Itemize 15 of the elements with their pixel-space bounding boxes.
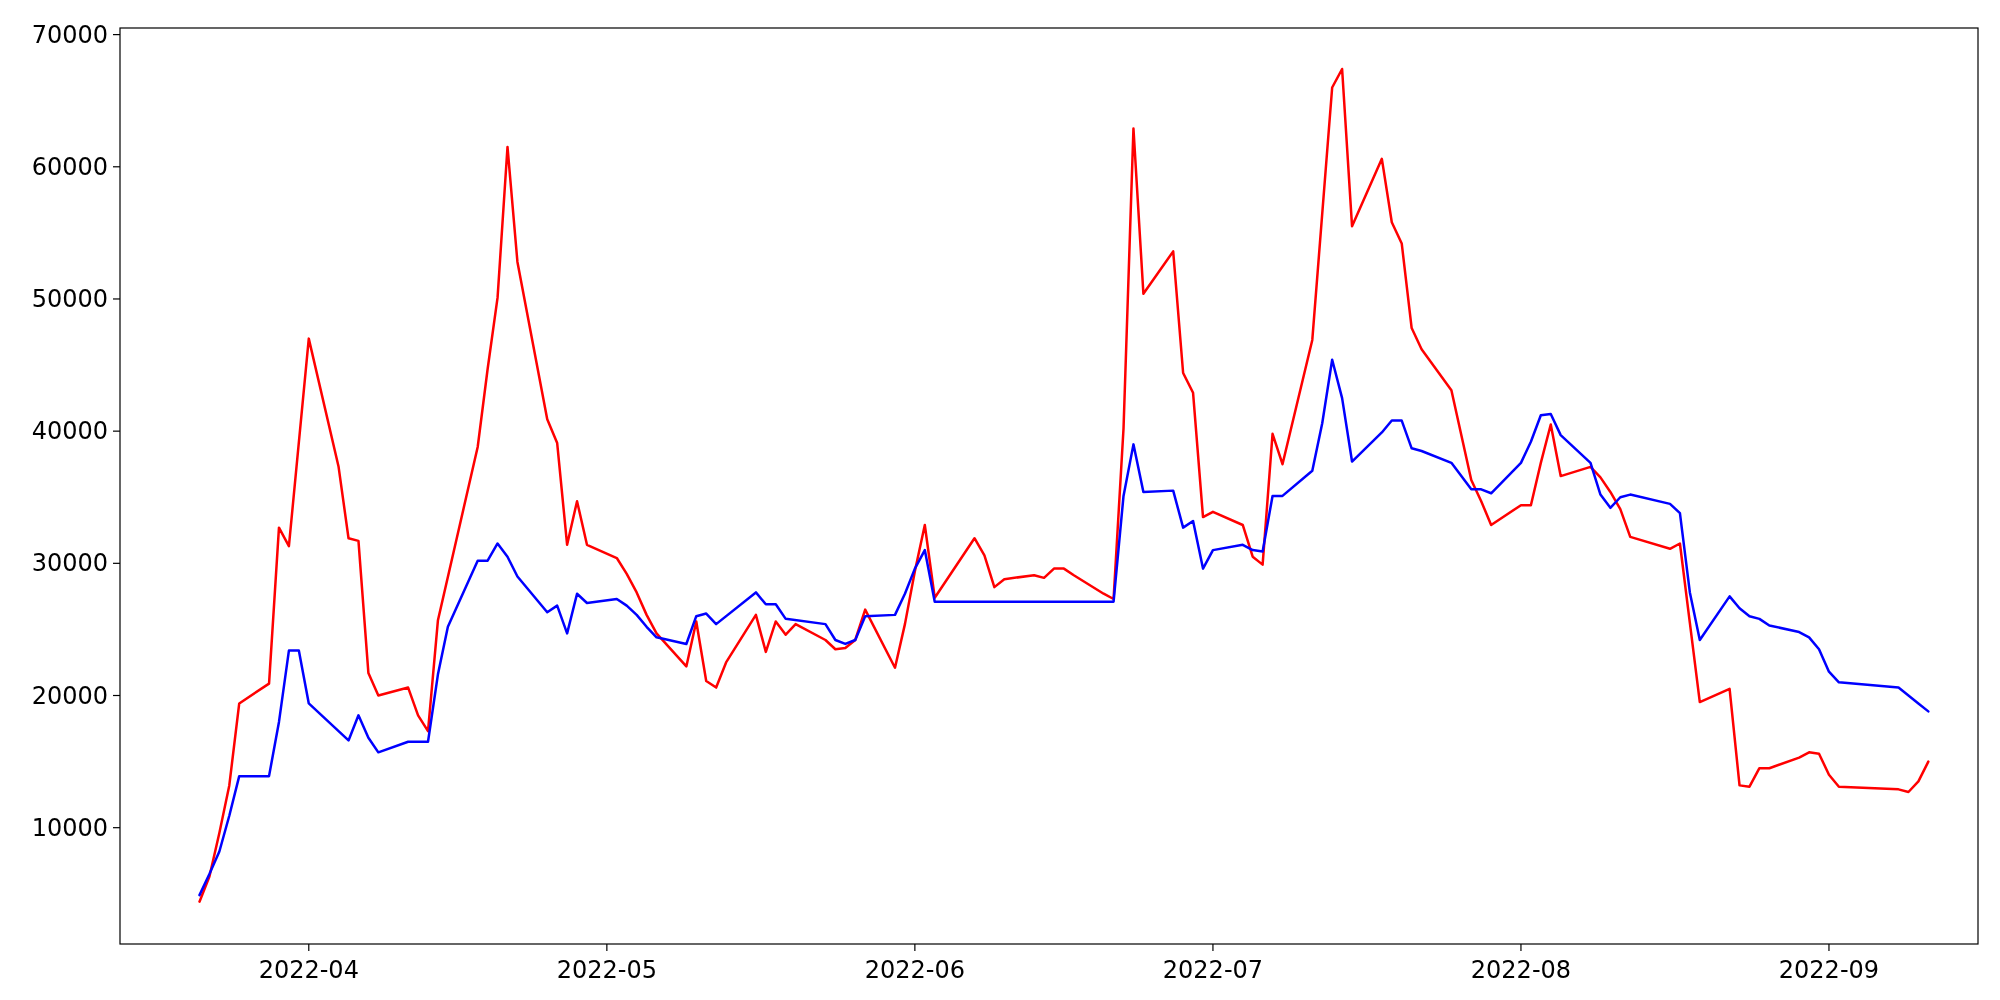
line-series	[198, 67, 1930, 903]
y-tick-label: 10000	[31, 813, 108, 842]
x-tick-label: 2022-05	[556, 956, 657, 984]
x-tick-label: 2022-06	[864, 956, 966, 984]
x-tick-label: 2022-09	[1778, 956, 1880, 984]
line-series	[198, 358, 1930, 897]
x-tick-label: 2022-04	[258, 956, 359, 984]
y-tick-label: 40000	[31, 417, 108, 446]
y-tick-label: 60000	[31, 152, 108, 181]
x-tick-label: 2022-08	[1470, 956, 1572, 984]
y-tick-label: 20000	[31, 681, 108, 710]
y-tick-label: 50000	[31, 284, 108, 313]
x-tick-label: 2022-07	[1162, 956, 1264, 984]
y-tick-label: 70000	[31, 20, 108, 49]
y-tick-label: 30000	[31, 549, 108, 578]
